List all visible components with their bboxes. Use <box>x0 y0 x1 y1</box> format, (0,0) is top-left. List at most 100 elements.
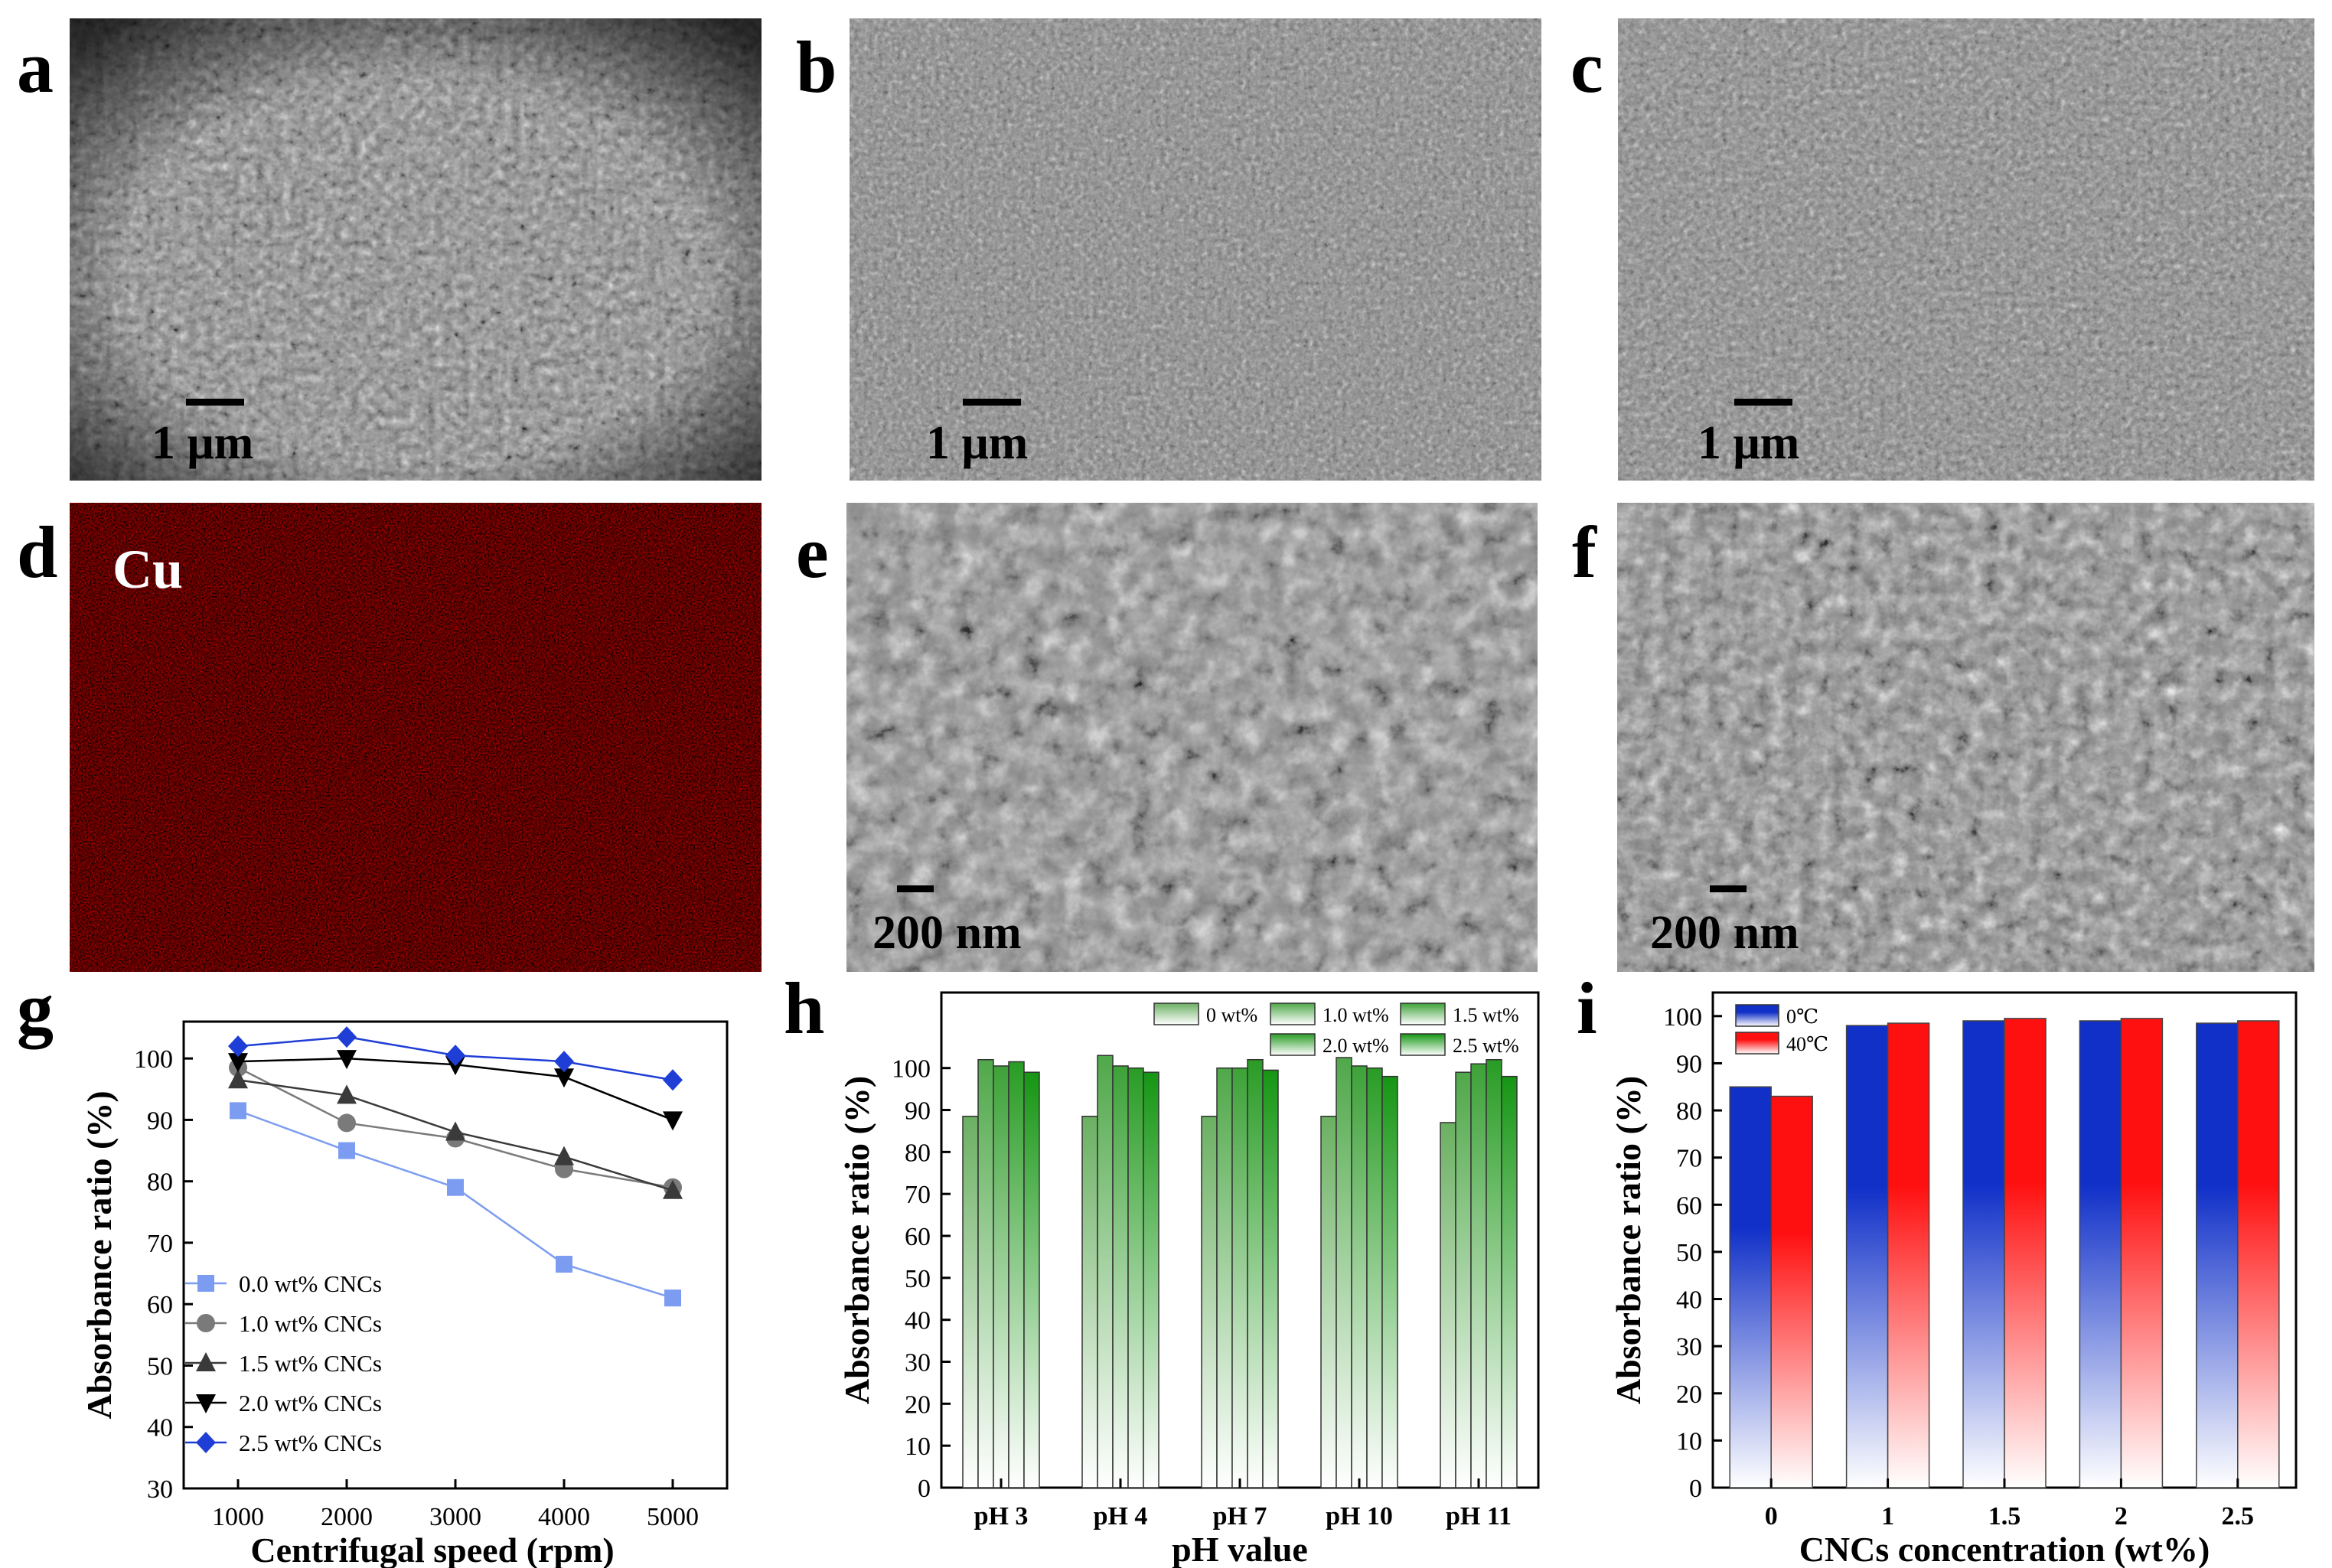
y-tick-label: 80 <box>905 1139 931 1167</box>
sem-image-b <box>850 18 1541 481</box>
bar <box>2004 1018 2047 1488</box>
data-point <box>554 1051 574 1073</box>
panel-letter-g: g <box>17 967 54 1049</box>
panel-letter-a: a <box>17 26 54 108</box>
y-tick-label: 100 <box>892 1055 931 1084</box>
y-tick-label: 50 <box>905 1265 931 1293</box>
y-tick-label: 30 <box>905 1349 931 1377</box>
data-point <box>228 1053 248 1073</box>
bar <box>1231 1067 1248 1488</box>
x-tick-label: 2.5 <box>2222 1502 2255 1531</box>
data-point <box>663 1069 683 1091</box>
y-tick-label: 100 <box>134 1045 173 1074</box>
y-axis-label: Absorbance ratio (%) <box>1609 1076 1648 1404</box>
bar <box>1008 1061 1025 1488</box>
sem-image-f <box>1617 503 2314 972</box>
legend-swatch <box>1400 1002 1446 1025</box>
legend-swatch <box>1153 1002 1199 1025</box>
y-tick-label: 30 <box>1676 1333 1702 1361</box>
sem-image-e <box>846 503 1538 972</box>
data-point <box>337 1084 357 1104</box>
y-tick-label: 20 <box>905 1390 931 1419</box>
bar <box>1486 1058 1502 1488</box>
y-tick-label: 60 <box>905 1223 931 1251</box>
x-tick-label: pH 11 <box>1446 1502 1512 1531</box>
chart-g: 30 40 50 60 70 80 90 100 Absorbance ratio (%) 100… <box>80 1020 729 1568</box>
bar <box>1770 1095 1813 1488</box>
bar <box>1381 1075 1398 1488</box>
y-tick-label: 40 <box>147 1414 173 1442</box>
y-tick-label: 0 <box>918 1475 931 1503</box>
data-point <box>663 1111 683 1131</box>
bar <box>1081 1116 1098 1488</box>
y-tick-label: 40 <box>1676 1286 1702 1315</box>
scale-bar-e <box>897 885 934 892</box>
legend-marker <box>197 1314 215 1332</box>
data-point <box>338 1142 355 1159</box>
legend-label: 2.5 wt% CNCs <box>239 1429 382 1456</box>
legend-label: 1.5 wt% <box>1453 1004 1519 1026</box>
data-point <box>554 1068 574 1088</box>
legend-label: 0.0 wt% CNCs <box>239 1270 382 1297</box>
x-axis-label: pH value <box>1172 1530 1308 1568</box>
bar <box>1501 1075 1518 1488</box>
bar <box>1366 1067 1383 1488</box>
x-tick-label: 1 <box>1881 1502 1894 1531</box>
bar <box>1143 1071 1159 1488</box>
x-tick-label: 5000 <box>647 1503 699 1531</box>
bar <box>2120 1018 2164 1488</box>
data-point <box>337 1026 357 1048</box>
data-point <box>447 1178 464 1196</box>
panel-letter-i: i <box>1577 967 1597 1049</box>
eds-element-label: Cu <box>113 539 184 600</box>
legend-marker <box>196 1432 216 1453</box>
x-tick-label: pH 3 <box>974 1502 1029 1531</box>
data-point <box>228 1069 248 1089</box>
y-tick-label: 20 <box>1676 1381 1702 1409</box>
x-tick-label: pH 7 <box>1213 1502 1267 1531</box>
y-tick-label: 40 <box>905 1307 931 1335</box>
y-tick-label: 50 <box>1676 1239 1702 1267</box>
x-tick-label: 4000 <box>538 1503 590 1531</box>
bar <box>1216 1067 1233 1488</box>
legend-label: 0℃ <box>1786 1006 1818 1028</box>
bar <box>1023 1071 1040 1488</box>
y-tick-label: 30 <box>147 1475 173 1504</box>
sem-texture-f <box>1617 503 2314 972</box>
panel-letter-c: c <box>1570 26 1603 108</box>
data-point <box>554 1146 574 1165</box>
bar <box>1262 1069 1279 1488</box>
bar <box>1336 1057 1352 1488</box>
sem-texture-b <box>850 18 1541 481</box>
chart-h: 0 10 20 30 40 50 60 70 80 90 100 Absorbance ratio (… <box>837 991 1540 1568</box>
y-tick-label: 90 <box>905 1097 931 1126</box>
legend-swatch <box>1270 1033 1316 1056</box>
legend-label: 2.0 wt% <box>1323 1035 1389 1057</box>
y-tick-label: 60 <box>1676 1191 1702 1220</box>
bar <box>1845 1025 1889 1488</box>
bar <box>1962 1020 2005 1488</box>
data-point <box>664 1289 681 1307</box>
y-tick-label: 100 <box>1663 1003 1702 1032</box>
y-tick-label: 70 <box>147 1230 173 1258</box>
scale-label-b: 1 μm <box>926 417 1029 469</box>
y-tick-label: 80 <box>147 1169 173 1197</box>
scale-label-e: 200 nm <box>872 907 1022 959</box>
panel-letter-f: f <box>1572 511 1597 593</box>
bar <box>1201 1116 1218 1488</box>
bar <box>1320 1116 1337 1488</box>
data-point <box>445 1121 465 1141</box>
x-axis-label: CNCs concentration (wt%) <box>1799 1530 2210 1568</box>
scale-bar-c <box>1734 399 1792 406</box>
scale-label-f: 200 nm <box>1650 907 1799 959</box>
bar <box>2079 1020 2122 1488</box>
bar <box>1097 1055 1114 1488</box>
bar <box>1887 1022 1930 1488</box>
x-tick-label: 1.5 <box>1988 1502 2021 1531</box>
panel-letter-e: e <box>796 511 829 593</box>
y-tick-label: 60 <box>147 1291 173 1319</box>
scale-bar-b <box>963 399 1021 406</box>
x-tick-label: pH 10 <box>1326 1502 1393 1531</box>
scale-label-c: 1 μm <box>1698 417 1800 469</box>
